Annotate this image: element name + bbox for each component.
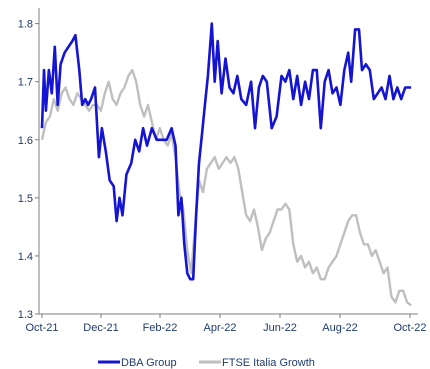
y-tick-label: 1.6 [18,135,33,147]
y-tick-label: 1.8 [18,19,33,31]
legend-item-dba-group: DBA Group [98,357,177,369]
legend-item-ftse-italia-growth: FTSE Italia Growth [199,357,315,369]
y-tick-label: 1.3 [18,309,33,321]
y-tick-label: 1.7 [18,77,33,89]
series-line-dba-group [40,22,412,281]
series-layer [40,22,412,307]
x-tick-label: Oct-21 [25,322,58,334]
x-tick-label: Aug-22 [322,322,357,334]
y-axis-ticks: 1.3 1.4 1.5 1.6 1.7 1.8 [18,19,39,321]
x-tick-label: Oct-22 [393,322,426,334]
x-tick-label: Jun-22 [263,322,297,334]
y-tick-label: 1.4 [18,251,33,263]
x-tick-label: Apr-22 [203,322,236,334]
legend: DBA Group FTSE Italia Growth [98,357,315,369]
x-tick-label: Dec-21 [83,322,118,334]
plot-area: 1.3 1.4 1.5 1.6 1.7 1.8 Oct-21 Dec-21 Feb-22 Apr… [18,8,427,334]
x-axis-ticks: Oct-21 Dec-21 Feb-22 Apr-22 Jun-22 Aug-22 Oct-… [25,314,427,334]
legend-label: FTSE Italia Growth [222,357,315,369]
x-tick-label: Feb-22 [143,322,178,334]
y-tick-label: 1.5 [18,193,33,205]
series-line-ftse-italia-growth [40,68,412,307]
legend-label: DBA Group [121,357,177,369]
